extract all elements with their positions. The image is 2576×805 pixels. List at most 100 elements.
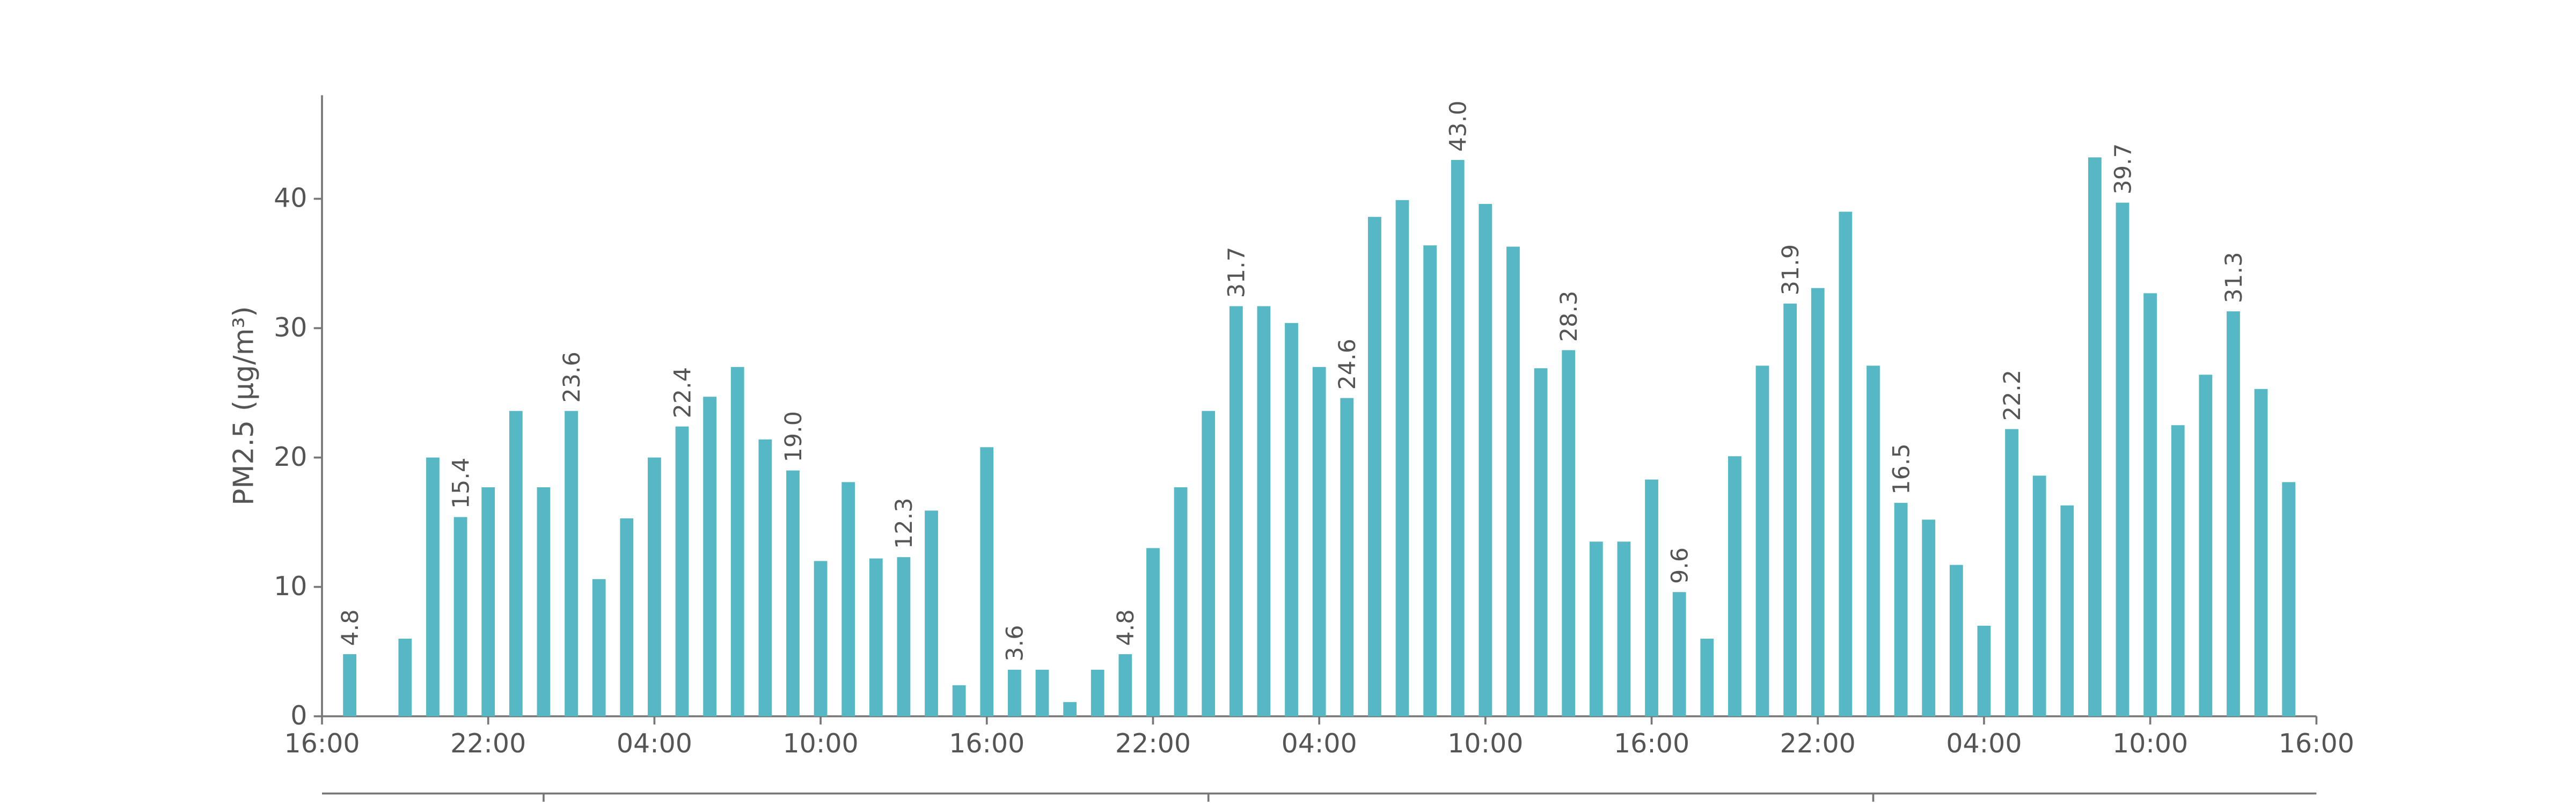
bar [1063,702,1077,716]
bar [2060,505,2074,716]
bar [675,426,689,716]
bar [1008,669,1021,716]
bar [481,487,495,716]
x-tick-label: 10:00 [2112,728,2188,759]
bar [1645,479,1658,716]
bar [1202,411,1216,716]
y-tick-label: 0 [290,700,307,731]
bar [620,518,634,716]
x-tick-label: 16:00 [2279,728,2354,759]
bar [1672,592,1686,716]
bar [1229,306,1243,716]
bar [1783,303,1797,716]
bar [1728,456,1741,716]
x-tick-label: 22:00 [1780,728,1856,759]
data-label: 22.4 [669,367,696,418]
bar [980,447,994,716]
y-tick-label: 40 [274,183,307,214]
bar [703,397,717,716]
bar [1949,565,1963,716]
bar [1423,245,1437,716]
x-tick-label: 16:00 [1614,728,1689,759]
data-label: 19.0 [780,411,807,462]
bar [730,367,744,716]
y-tick-label: 20 [274,442,307,472]
bar [1091,669,1104,716]
x-tick-label: 10:00 [1447,728,1523,759]
bar [1617,541,1631,716]
x-tick-label: 10:00 [783,728,859,759]
bar [925,510,938,716]
bar [1534,368,1548,716]
bar [2282,482,2296,716]
bar [2005,429,2018,716]
bar [758,439,772,716]
y-tick-label: 10 [274,571,307,602]
bar [1867,365,1880,716]
bar [786,470,800,716]
bar [453,517,467,716]
bar [1506,246,1520,716]
data-label: 4.8 [1113,610,1139,646]
bar [1839,211,1853,716]
x-tick-label: 04:00 [1282,728,1357,759]
bar [2116,202,2129,716]
bar [509,411,523,716]
x-tick-label: 16:00 [949,728,1024,759]
bar [869,558,883,716]
bar [2171,425,2185,716]
bar [1811,288,1825,716]
bar [2088,157,2102,716]
data-label: 24.6 [1334,339,1361,390]
data-label: 22.2 [1999,370,2026,421]
data-label: 15.4 [448,458,474,509]
bar [1035,669,1049,716]
x-tick-label: 22:00 [450,728,526,759]
bar [1368,217,1381,716]
bar [426,457,440,716]
bar [1479,204,1492,716]
bar [1562,350,1576,716]
bar [1589,541,1603,716]
data-label: 31.3 [2221,252,2248,303]
bar [2143,293,2157,716]
data-label: 4.8 [337,610,364,646]
bar [1257,306,1271,716]
y-tick-label: 30 [274,312,307,343]
bar [814,561,828,716]
bar [1146,548,1160,716]
bar [1700,639,1714,716]
data-label: 39.7 [2110,143,2136,194]
bar [1922,519,1936,716]
bar [2199,375,2213,716]
bar [592,579,606,716]
data-label: 16.5 [1888,443,1915,494]
bar [343,654,357,716]
data-label: 3.6 [1002,625,1029,661]
x-tick-label: 04:00 [1946,728,2022,759]
bar [1894,502,1908,716]
bar [1755,365,1769,716]
bar [2227,311,2240,716]
bar [952,685,966,716]
bar [1118,654,1132,716]
bar [398,639,412,716]
x-tick-label: 16:00 [284,728,360,759]
bar [565,411,578,716]
data-label: 31.9 [1777,244,1804,295]
data-label: 43.0 [1445,100,1472,151]
data-label: 12.3 [891,497,918,548]
bar [1395,200,1409,716]
bar [2254,389,2268,716]
bar [537,487,551,716]
bar [1977,625,1991,716]
bar [648,457,661,716]
x-tick-label: 22:00 [1115,728,1191,759]
data-label: 9.6 [1666,547,1693,584]
data-label: 31.7 [1224,247,1250,298]
bar [1451,160,1465,716]
bar [2032,475,2046,716]
bar [841,482,855,716]
